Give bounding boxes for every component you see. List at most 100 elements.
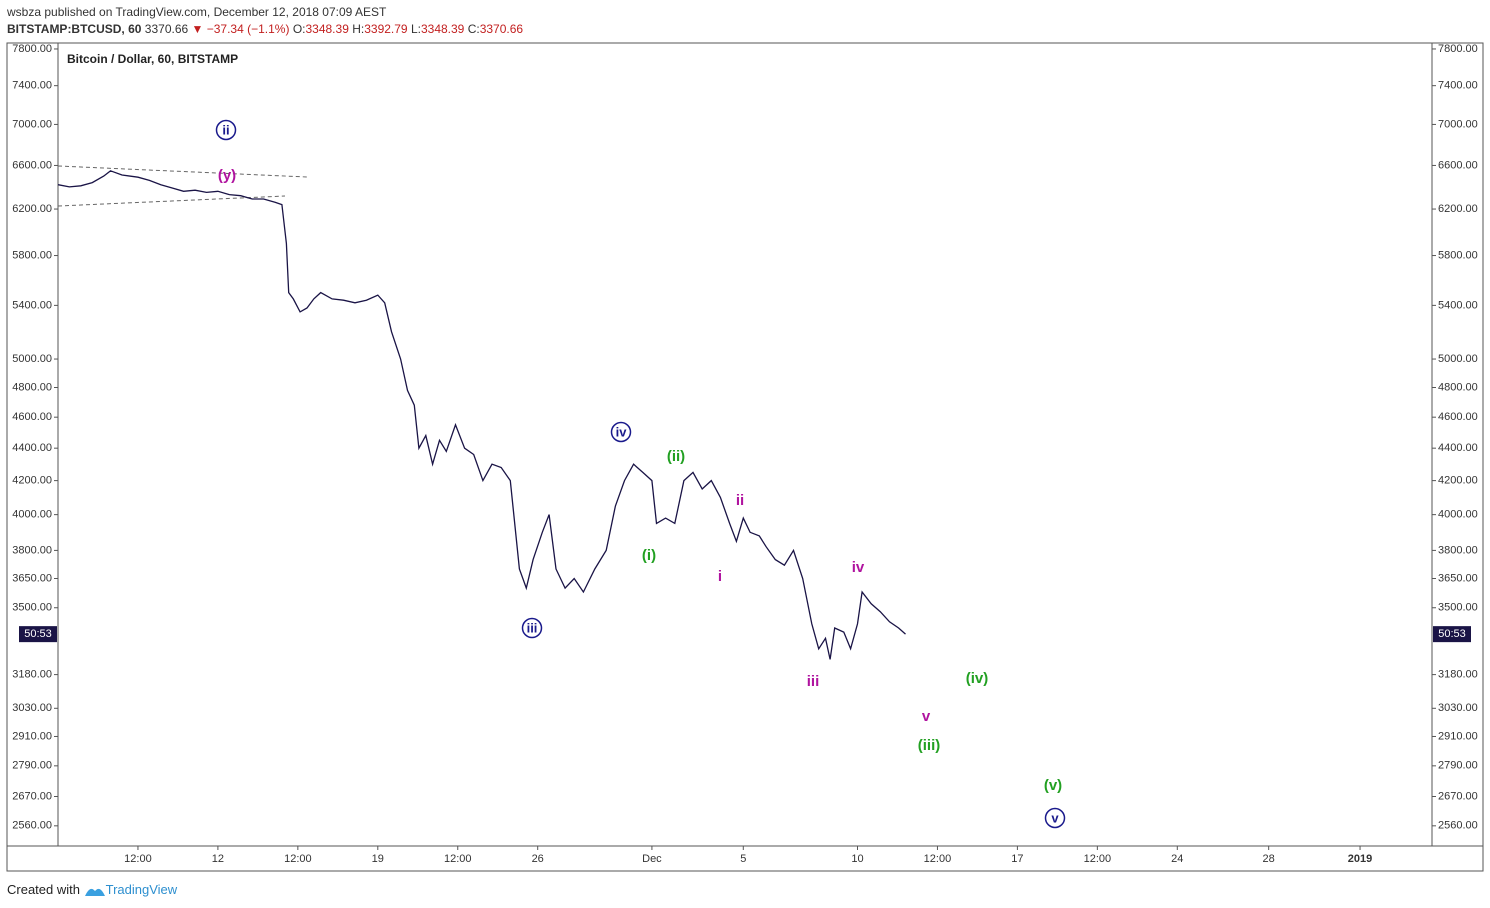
wave-circle: [521, 617, 543, 639]
y-tick-label: 4200.00: [12, 475, 52, 487]
y-tick-label: 7000.00: [12, 118, 52, 130]
price-badge: [19, 626, 57, 643]
wave-label: iii: [807, 673, 820, 690]
header: wsbza published on TradingView.com, Dece…: [7, 5, 523, 36]
footer-created: Created with: [7, 882, 80, 897]
x-tick-label: 26: [532, 853, 544, 865]
wave-label: (v): [1044, 777, 1062, 794]
wave-label: (y): [218, 167, 236, 184]
symbol: BITSTAMP:BTCUSD, 60: [7, 22, 142, 36]
y-tick-label: 3180.00: [12, 669, 52, 681]
y-tick-label: 5000.00: [1438, 353, 1478, 365]
wave-label: i: [718, 568, 722, 585]
x-tick-label: Dec: [642, 853, 662, 865]
y-tick-label: 5400.00: [12, 299, 52, 311]
y-tick-label: 5400.00: [1438, 299, 1478, 311]
y-tick-label: 2670.00: [1438, 790, 1478, 802]
footer: Created with TradingView: [7, 882, 177, 897]
change: ▼ −37.34 (−1.1%): [191, 22, 290, 36]
y-tick-label: 7400.00: [1438, 80, 1478, 92]
y-tick-label: 3500.00: [1438, 602, 1478, 614]
x-tick-label: 12:00: [1084, 853, 1112, 865]
chart-title: Bitcoin / Dollar, 60, BITSTAMP: [67, 52, 238, 66]
x-tick-label: 17: [1011, 853, 1023, 865]
x-tick-label: 10: [851, 853, 863, 865]
chart: Bitcoin / Dollar, 60, BITSTAMP 7800.00 78…: [6, 42, 1484, 872]
wave-circle: [1044, 807, 1066, 829]
y-tick-label: 3800.00: [12, 544, 52, 556]
wave-label: (iv): [966, 670, 989, 687]
x-tick-label: 12:00: [124, 853, 152, 865]
y-tick-label: 5000.00: [12, 353, 52, 365]
y-tick-label: 6200.00: [1438, 203, 1478, 215]
y-tick-label: 3800.00: [1438, 544, 1478, 556]
wave-label: (ii): [667, 448, 685, 465]
footer-brand: TradingView: [105, 882, 178, 897]
ohlc-label: O:: [292, 22, 306, 36]
frame: [6, 42, 1484, 872]
y-tick-label: 5800.00: [1438, 249, 1478, 261]
wave-circle: [610, 421, 632, 443]
wave-label: v: [1051, 810, 1059, 825]
y-tick-label: 6200.00: [12, 203, 52, 215]
y-tick-label: 7800.00: [1438, 43, 1478, 55]
y-tick-label: 3650.00: [1438, 572, 1478, 584]
y-tick-label: 2670.00: [12, 790, 52, 802]
x-tick-label: 12:00: [444, 853, 472, 865]
ohlc-value: 3348.39: [305, 22, 349, 36]
ohlc-label: H:: [352, 22, 365, 36]
wave-label: v: [922, 708, 931, 725]
y-tick-label: 4800.00: [1438, 381, 1478, 393]
y-tick-label: 3180.00: [1438, 669, 1478, 681]
wave-label: (i): [642, 547, 656, 564]
wave-label: iii: [527, 620, 538, 635]
trend-line: [57, 165, 308, 178]
x-tick-label: 2019: [1348, 853, 1372, 865]
y-tick-label: 4600.00: [12, 411, 52, 423]
ohlc-value: 3392.79: [364, 22, 408, 36]
wave-label: ii: [736, 492, 744, 509]
wave-label: iv: [616, 424, 628, 439]
y-tick-label: 7800.00: [12, 43, 52, 55]
y-tick-label: 3030.00: [12, 702, 52, 714]
wave-label: ii: [222, 122, 229, 137]
last: 3370.66: [144, 22, 189, 36]
ohlc-label: C:: [467, 22, 480, 36]
publisher: wsbza published on TradingView.com, Dece…: [7, 5, 387, 19]
x-tick-label: 24: [1171, 853, 1183, 865]
x-tick-label: 5: [740, 853, 746, 865]
y-tick-label: 7000.00: [1438, 118, 1478, 130]
y-tick-label: 7400.00: [12, 80, 52, 92]
symbol-line: BITSTAMP:BTCUSD, 60 3370.66 ▼ −37.34 (−1…: [7, 22, 523, 36]
logo: [84, 888, 105, 896]
y-tick-label: 4200.00: [1438, 475, 1478, 487]
y-tick-label: 2790.00: [1438, 760, 1478, 772]
y-tick-label: 5800.00: [12, 249, 52, 261]
countdown: 50:53: [24, 628, 52, 640]
y-tick-label: 4600.00: [1438, 411, 1478, 423]
x-tick-label: 28: [1263, 853, 1275, 865]
price-line: [57, 170, 906, 660]
trend-line: [57, 195, 286, 207]
ohlc-value: 3348.39: [420, 22, 465, 36]
price-badge: [1433, 626, 1471, 643]
y-tick-label: 3650.00: [12, 572, 52, 584]
wave-label: iv: [852, 559, 865, 576]
x-tick-label: 12:00: [284, 853, 312, 865]
y-tick-label: 4400.00: [1438, 442, 1478, 454]
x-tick-label: 12:00: [924, 853, 952, 865]
y-tick-label: 6600.00: [12, 159, 52, 171]
y-tick-label: 3030.00: [1438, 702, 1478, 714]
ohlc-value: 3370.66: [479, 22, 524, 36]
y-tick-label: 6600.00: [1438, 159, 1478, 171]
y-tick-label: 2560.00: [12, 820, 52, 832]
x-tick-label: 12: [212, 853, 224, 865]
y-tick-label: 2560.00: [1438, 820, 1478, 832]
countdown: 50:53: [1438, 628, 1466, 640]
wave-circle: [215, 119, 237, 141]
y-tick-label: 4000.00: [1438, 509, 1478, 521]
y-tick-label: 4000.00: [12, 509, 52, 521]
y-tick-label: 4800.00: [12, 381, 52, 393]
y-tick-label: 2790.00: [12, 760, 52, 772]
